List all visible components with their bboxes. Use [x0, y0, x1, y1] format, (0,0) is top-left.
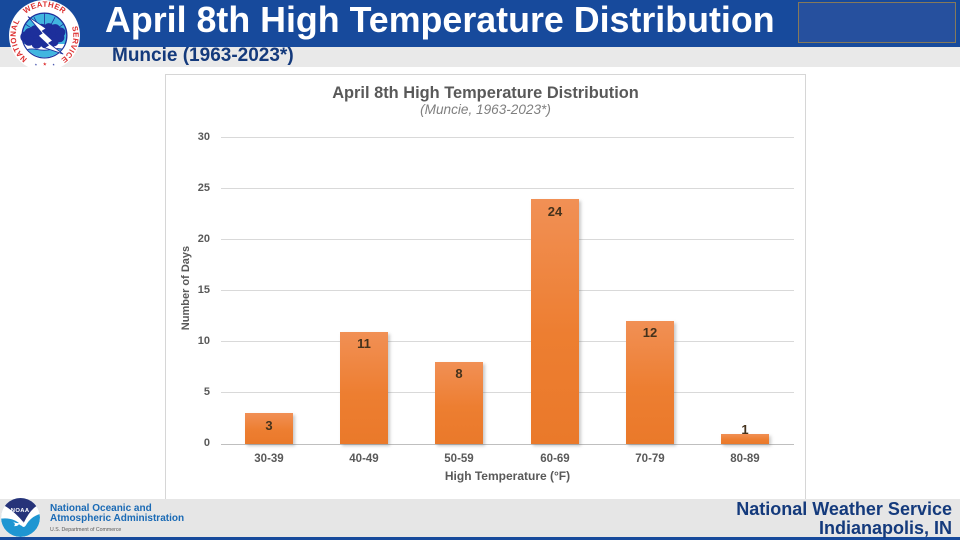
- svg-text:NOAA: NOAA: [11, 508, 30, 514]
